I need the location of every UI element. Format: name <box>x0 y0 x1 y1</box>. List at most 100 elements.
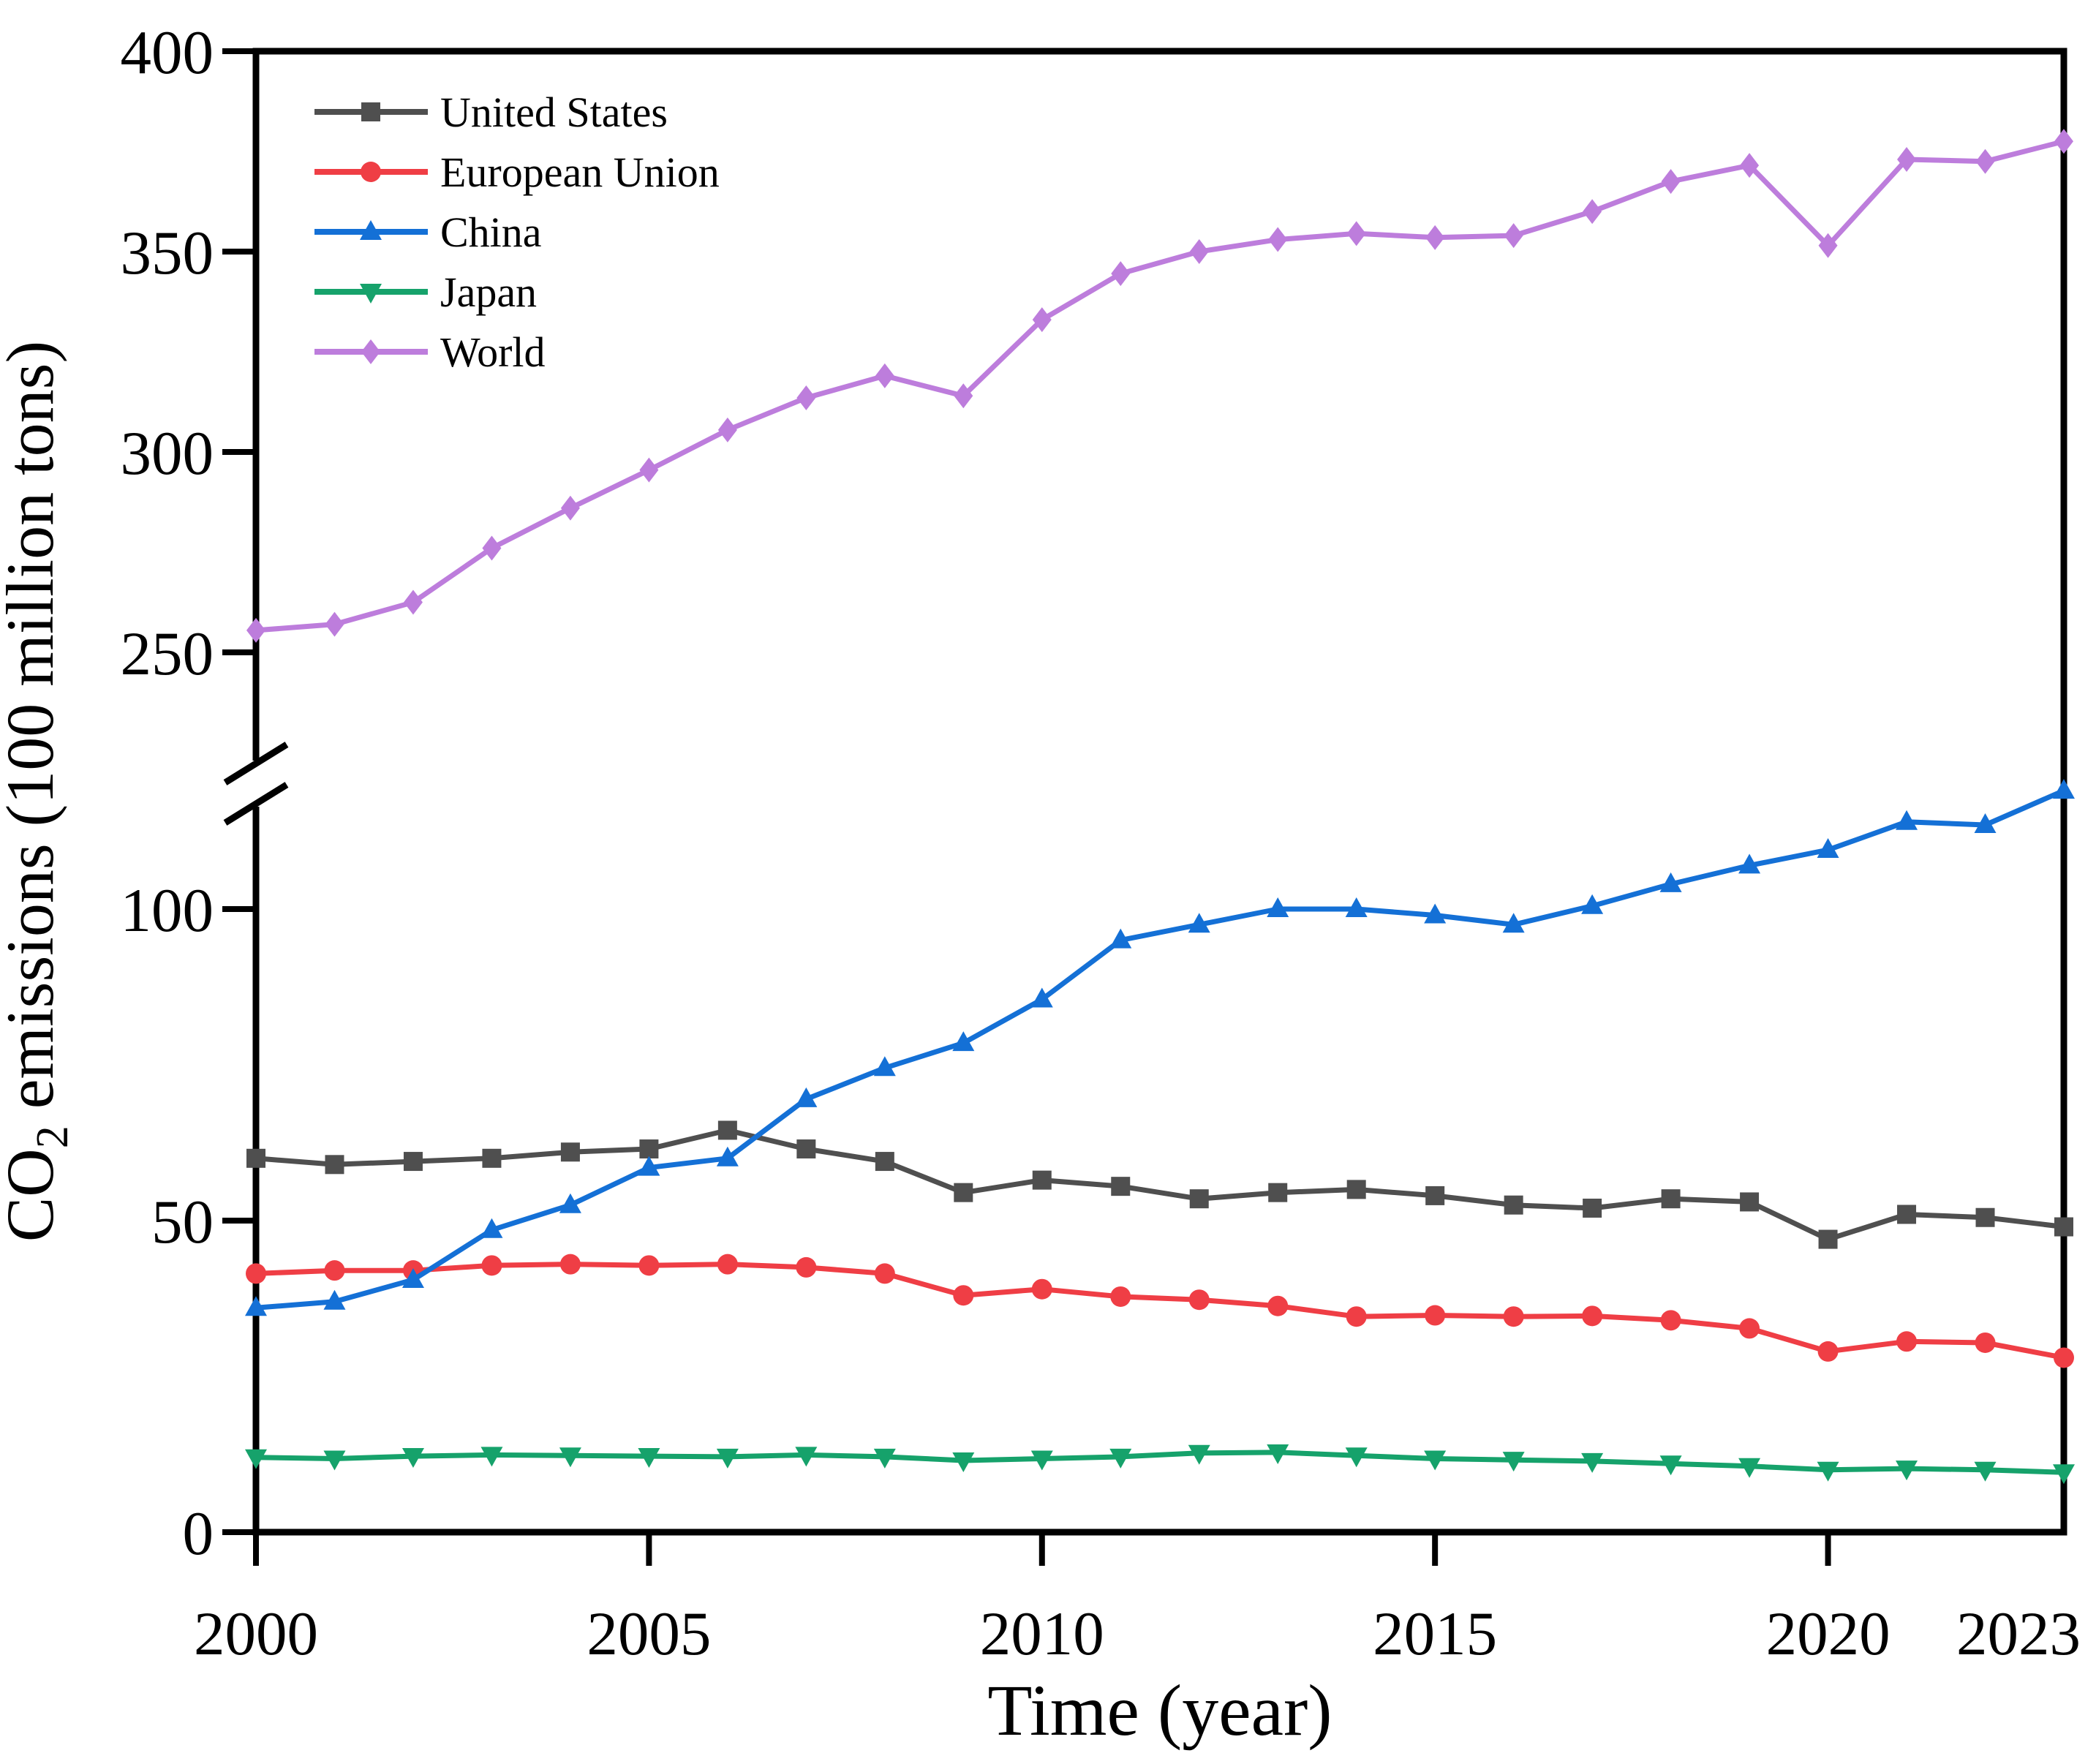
world-point-2020 <box>1818 233 1838 258</box>
united-states-point-2017 <box>1583 1198 1602 1218</box>
japan-point-2020 <box>1817 1461 1839 1482</box>
japan-point-2007 <box>795 1447 818 1467</box>
japan-point-2010 <box>1030 1450 1053 1471</box>
world-point-2019 <box>1740 153 1760 178</box>
series-line-japan <box>253 1450 2067 1475</box>
china-point-2018 <box>1659 872 1682 892</box>
x-tick-label-2005: 2005 <box>587 1599 711 1668</box>
china-point-2011 <box>1109 928 1132 949</box>
united-states-point-2009 <box>954 1183 973 1202</box>
japan-point-2019 <box>1738 1458 1761 1478</box>
european-union-point-2011 <box>1110 1286 1131 1307</box>
series-line-china <box>253 788 2067 1311</box>
china-point-2023 <box>2053 779 2075 799</box>
japan-point-2005 <box>638 1448 660 1469</box>
legend-item-united-states: United States <box>314 88 668 136</box>
series-markers-european-union <box>246 1254 2074 1368</box>
united-states-point-2023 <box>2054 1217 2073 1237</box>
legend-label-japan: Japan <box>440 268 537 316</box>
world-point-2021 <box>1897 146 1917 172</box>
legend-item-japan: Japan <box>314 268 537 316</box>
european-union-point-2023 <box>2054 1347 2074 1368</box>
japan-point-2021 <box>1896 1460 1918 1481</box>
european-union-point-2022 <box>1975 1332 1996 1353</box>
china-point-2016 <box>1502 913 1525 933</box>
japan-point-2009 <box>952 1452 975 1473</box>
world-point-2016 <box>1504 223 1523 249</box>
european-union-point-2013 <box>1267 1295 1289 1316</box>
china-point-2020 <box>1817 838 1839 859</box>
legend-label-china: China <box>440 208 542 256</box>
legend: United States European Union China Japan Wor… <box>314 88 720 376</box>
china-point-2006 <box>716 1146 739 1166</box>
japan-point-2018 <box>1659 1455 1682 1476</box>
european-union-point-2021 <box>1896 1331 1918 1352</box>
china-point-2000 <box>245 1296 267 1316</box>
japan-point-2000 <box>245 1449 267 1469</box>
x-axis-title: Time (year) <box>987 1670 1332 1751</box>
european-union-point-2014 <box>1346 1306 1367 1327</box>
china-point-2015 <box>1424 903 1447 924</box>
legend-label-world: World <box>440 328 546 376</box>
x-axis-ticks: 2000 2005 2010 2015 2020 2023 <box>194 1532 2081 1668</box>
united-states-point-2001 <box>325 1155 344 1175</box>
world-point-2000 <box>246 617 265 643</box>
y-axis-title: CO2 emissions (100 million tons) <box>0 341 78 1242</box>
china-point-2021 <box>1896 810 1918 830</box>
china-point-2017 <box>1581 894 1604 914</box>
united-states-point-2008 <box>875 1152 894 1172</box>
y-tick-label-350: 350 <box>121 219 214 287</box>
china-point-2010 <box>1030 987 1053 1008</box>
series-markers-japan <box>245 1444 2075 1485</box>
japan-point-2017 <box>1581 1452 1604 1473</box>
european-union-point-2018 <box>1660 1310 1681 1331</box>
china-point-2008 <box>873 1056 896 1077</box>
united-states-point-2020 <box>1818 1229 1838 1249</box>
series-markers-china <box>245 779 2075 1316</box>
world-point-2014 <box>1346 221 1366 246</box>
legend-item-european-union: European Union <box>314 148 720 196</box>
y-axis-ticks: 250 300 350 400 0 50 100 <box>121 18 256 1568</box>
japan-point-2004 <box>559 1447 581 1468</box>
european-union-point-2017 <box>1582 1305 1603 1327</box>
world-point-2006 <box>717 417 737 442</box>
united-states-point-2012 <box>1189 1189 1209 1209</box>
japan-point-2012 <box>1188 1444 1210 1465</box>
united-states-point-2011 <box>1111 1177 1131 1196</box>
y-tick-label-0: 0 <box>183 1499 214 1568</box>
european-union-point-2000 <box>246 1263 266 1284</box>
european-union-point-2010 <box>1031 1278 1052 1300</box>
legend-label-united-states: United States <box>440 88 668 136</box>
japan-point-2013 <box>1267 1444 1289 1464</box>
series-line-world <box>253 138 2067 633</box>
european-union-point-2020 <box>1817 1341 1839 1362</box>
japan-point-2002 <box>402 1448 424 1469</box>
legend-marker-european-union <box>361 162 381 182</box>
china-point-2002 <box>402 1267 424 1288</box>
china-point-2004 <box>559 1193 581 1213</box>
x-tick-label-2000: 2000 <box>194 1599 318 1668</box>
china-point-2013 <box>1267 897 1289 917</box>
world-point-2017 <box>1583 199 1602 225</box>
japan-point-2016 <box>1502 1452 1525 1472</box>
european-union-point-2005 <box>638 1255 660 1276</box>
japan-point-2015 <box>1424 1450 1447 1471</box>
united-states-point-2015 <box>1425 1186 1445 1205</box>
x-tick-label-2010: 2010 <box>980 1599 1104 1668</box>
japan-point-2001 <box>323 1450 346 1471</box>
japan-point-2023 <box>2053 1464 2075 1485</box>
legend-label-european-union: European Union <box>440 148 720 196</box>
world-point-2003 <box>482 535 502 561</box>
china-point-2005 <box>638 1156 660 1176</box>
data-series <box>245 129 2075 1485</box>
united-states-point-2000 <box>246 1148 265 1168</box>
european-union-point-2019 <box>1739 1318 1760 1339</box>
china-point-2001 <box>323 1289 346 1310</box>
united-states-point-2019 <box>1740 1192 1760 1212</box>
european-union-point-2012 <box>1188 1289 1210 1311</box>
european-union-point-2003 <box>481 1255 502 1276</box>
legend-marker-japan <box>360 284 382 304</box>
legend-item-world: World <box>314 328 546 376</box>
axis-break-slash-lower <box>223 782 289 826</box>
